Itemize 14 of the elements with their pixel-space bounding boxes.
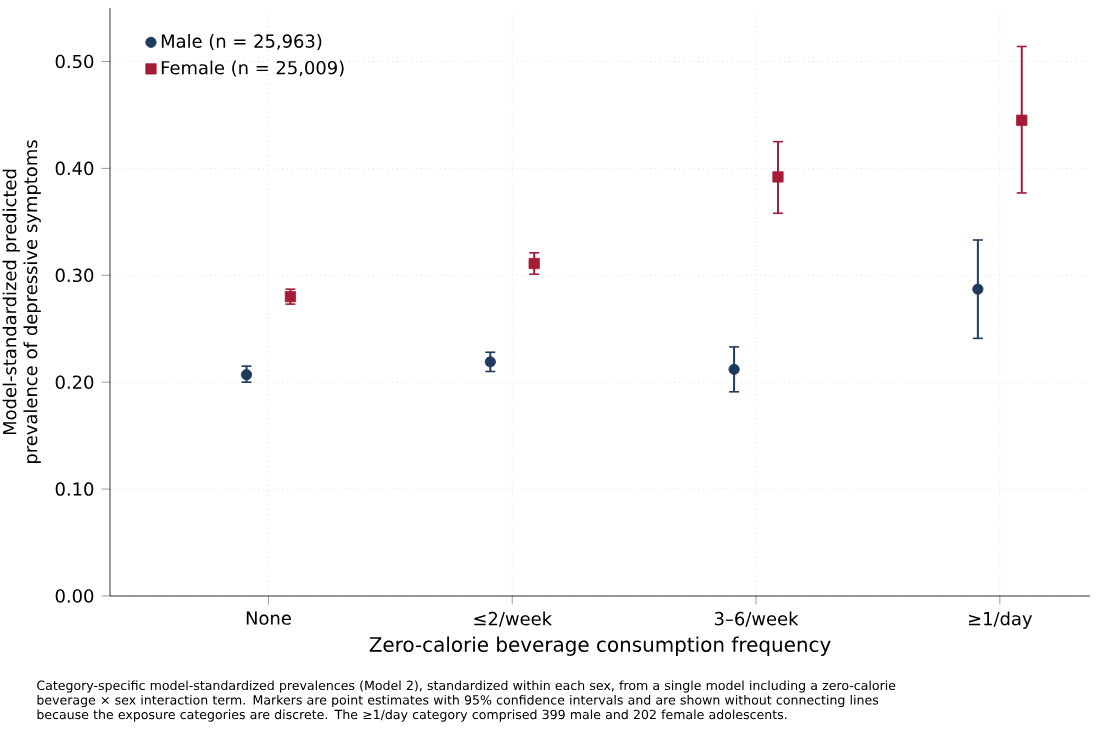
x-tick-label: ≥1/day [968, 611, 1033, 629]
y-axis-title: Model-standardized predicted prevalence of depressive symptoms [2, 140, 41, 463]
y-tick-label: 0.30 [55, 268, 94, 283]
legend-label: Male (n = 25,963) [161, 34, 322, 51]
y-tick-label: 0.20 [55, 375, 94, 389]
y-tick-label: 0.40 [55, 161, 94, 176]
y-tick-label: 0.10 [55, 482, 94, 496]
y-tick-label: 0.00 [55, 589, 94, 603]
x-tick-label: 3–6/week [714, 611, 799, 627]
legend-label: Female (n = 25,009) [161, 60, 344, 77]
y-tick-label: 0.50 [55, 54, 94, 69]
x-tick-label: ≤2/week [474, 611, 552, 627]
x-tick-label: None [246, 611, 291, 625]
x-axis-title: Zero-calorie beverage consumption frequency [369, 636, 831, 656]
